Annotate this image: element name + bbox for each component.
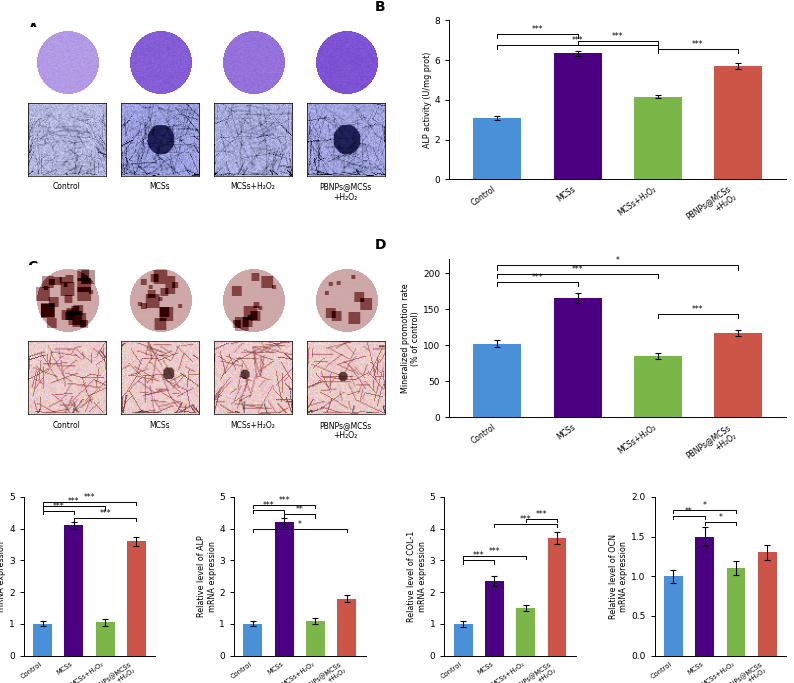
Text: PBNPs@MCSs
+H₂O₂: PBNPs@MCSs +H₂O₂: [320, 182, 372, 202]
Text: ***: ***: [692, 40, 703, 49]
Bar: [244, 624, 262, 656]
Y-axis label: ALP activity (U/mg prot): ALP activity (U/mg prot): [422, 52, 432, 148]
Bar: [473, 117, 522, 180]
Text: B: B: [375, 0, 386, 14]
Bar: [553, 298, 602, 417]
Bar: [64, 525, 83, 656]
Text: A: A: [28, 22, 38, 36]
Text: ***: ***: [99, 509, 111, 518]
Y-axis label: Relative level of OCN
mRNA expression: Relative level of OCN mRNA expression: [609, 534, 629, 619]
Bar: [634, 97, 682, 180]
Y-axis label: Relative level of COL-1
mRNA expression: Relative level of COL-1 mRNA expression: [407, 531, 427, 622]
Bar: [473, 344, 522, 417]
Text: ***: ***: [572, 265, 584, 274]
Bar: [516, 608, 535, 656]
Text: ***: ***: [279, 496, 290, 505]
Bar: [453, 624, 472, 656]
Bar: [485, 581, 504, 656]
Bar: [33, 624, 52, 656]
Text: *: *: [298, 520, 302, 529]
Bar: [634, 356, 682, 417]
Text: C: C: [28, 260, 38, 275]
Text: ***: ***: [692, 305, 703, 313]
Text: MCSs: MCSs: [149, 421, 170, 430]
Text: MCSs: MCSs: [149, 182, 170, 191]
Text: MCSs+H₂O₂: MCSs+H₂O₂: [230, 421, 276, 430]
Bar: [727, 568, 746, 656]
Y-axis label: Relative level of ALP
mRNA expression: Relative level of ALP mRNA expression: [197, 535, 217, 617]
Text: ***: ***: [83, 492, 95, 501]
Text: ***: ***: [263, 501, 274, 510]
Text: ***: ***: [52, 502, 64, 511]
Text: **: **: [296, 505, 303, 514]
Text: **: **: [685, 507, 693, 516]
Bar: [553, 53, 602, 180]
Bar: [275, 522, 294, 656]
Bar: [96, 622, 114, 656]
Text: *: *: [719, 514, 723, 522]
Bar: [548, 538, 566, 656]
Text: Control: Control: [52, 182, 80, 191]
Text: ***: ***: [520, 515, 531, 524]
Text: ***: ***: [68, 497, 79, 506]
Bar: [758, 553, 777, 656]
Text: D: D: [375, 238, 387, 252]
Bar: [664, 576, 683, 656]
Text: ***: ***: [612, 32, 623, 42]
Bar: [696, 537, 714, 656]
Bar: [127, 542, 146, 656]
Text: ***: ***: [532, 25, 543, 34]
Text: ***: ***: [488, 546, 500, 556]
Y-axis label: Mineralized promotion rate
(% of control): Mineralized promotion rate (% of control…: [401, 283, 420, 393]
Y-axis label: Relative level of RUNX-2
mRNA expression: Relative level of RUNX-2 mRNA expression: [0, 527, 6, 625]
Bar: [337, 598, 357, 656]
Text: ***: ***: [532, 273, 543, 282]
Text: ***: ***: [572, 36, 584, 45]
Bar: [714, 66, 762, 180]
Bar: [714, 333, 762, 417]
Text: ***: ***: [536, 510, 547, 519]
Text: *: *: [615, 256, 619, 265]
Bar: [306, 621, 325, 656]
Text: Control: Control: [52, 421, 80, 430]
Text: PBNPs@MCSs
+H₂O₂: PBNPs@MCSs +H₂O₂: [320, 421, 372, 440]
Text: ***: ***: [473, 551, 484, 560]
Text: *: *: [703, 501, 707, 510]
Text: MCSs+H₂O₂: MCSs+H₂O₂: [230, 182, 276, 191]
